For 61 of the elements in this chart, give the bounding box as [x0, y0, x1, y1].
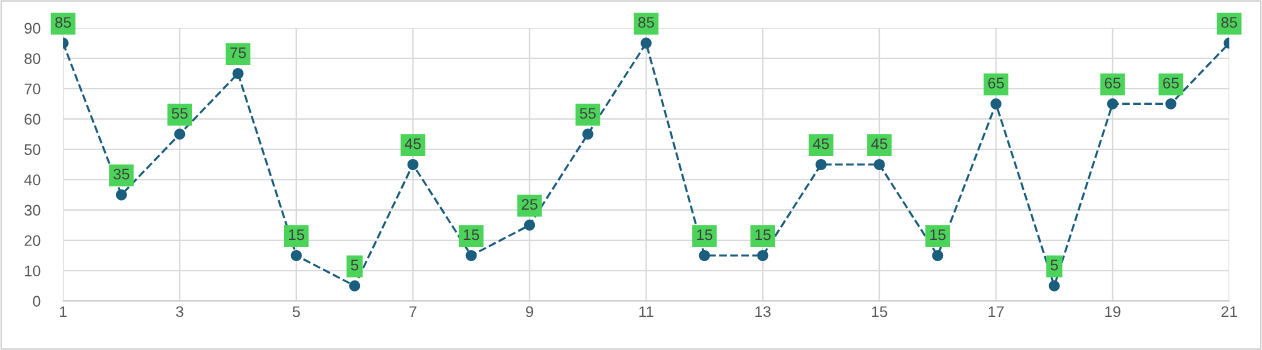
y-tick-label: 60	[24, 113, 41, 125]
data-label: 45	[871, 138, 888, 150]
x-tick-label: 3	[176, 306, 184, 318]
point	[990, 98, 1002, 110]
data-label: 45	[404, 138, 421, 150]
data-label: 45	[812, 138, 829, 150]
data-label: 65	[1163, 77, 1179, 89]
y-tick-label: 20	[24, 235, 41, 247]
x-tick-label: 21	[1221, 306, 1237, 317]
point	[465, 249, 477, 262]
data-label: 15	[930, 229, 946, 241]
x-tick-label: 1	[60, 306, 67, 317]
data-label: 5	[1050, 259, 1058, 271]
point	[1165, 98, 1177, 110]
x-tick-label: 9	[526, 306, 534, 318]
point	[523, 219, 536, 231]
data-label: 65	[988, 77, 1004, 89]
point	[873, 158, 885, 171]
data-label: 85	[638, 17, 654, 28]
x-tick-label: 11	[639, 306, 654, 317]
data-label: 55	[579, 108, 596, 119]
x-tick-label: 17	[988, 306, 1004, 317]
data-label: 55	[171, 108, 188, 119]
y-tick-label: 80	[24, 53, 41, 65]
x-tick-label: 7	[409, 306, 417, 317]
data-label: 35	[113, 168, 130, 180]
point	[349, 280, 361, 292]
y-tick-label: 70	[24, 83, 41, 95]
data-label: 75	[230, 47, 246, 59]
point	[1107, 98, 1119, 110]
y-tick-label: 40	[24, 174, 41, 186]
point	[407, 158, 419, 171]
data-label: 15	[463, 229, 480, 241]
point	[174, 128, 186, 140]
point	[290, 249, 302, 262]
point	[232, 67, 244, 80]
data-label: 65	[1104, 77, 1121, 89]
data-label: 15	[697, 229, 713, 241]
point	[815, 158, 827, 171]
point	[698, 249, 711, 262]
y-tick-label: 50	[24, 144, 41, 156]
data-label: 25	[521, 199, 538, 210]
data-label: 15	[755, 229, 771, 241]
y-tick-label: 90	[24, 22, 41, 34]
y-tick-label: 10	[25, 265, 41, 277]
point	[932, 249, 944, 262]
y-tick-label: 30	[24, 204, 41, 216]
x-tick-label: 15	[872, 306, 888, 318]
point	[582, 128, 594, 140]
point	[1048, 280, 1060, 292]
y-tick-label: 0	[32, 295, 41, 307]
point	[115, 189, 127, 201]
point	[640, 37, 652, 49]
data-label: 15	[288, 229, 305, 241]
x-tick-label: 19	[1105, 306, 1121, 318]
x-tick-label: 5	[292, 306, 300, 318]
data-label: 5	[350, 259, 359, 271]
data-label: 85	[1221, 17, 1238, 28]
data-label: 85	[55, 17, 71, 28]
point	[757, 249, 769, 262]
x-tick-label: 13	[755, 306, 771, 318]
